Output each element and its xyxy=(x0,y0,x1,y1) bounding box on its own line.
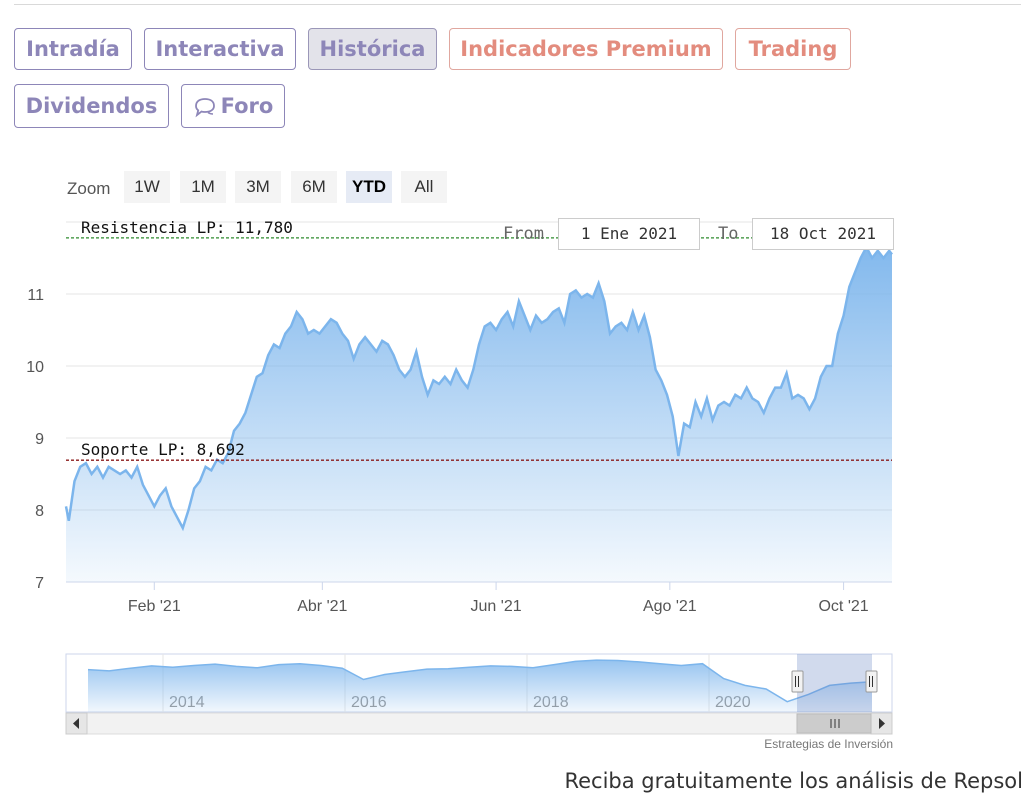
tab-label: Histórica xyxy=(319,37,426,61)
x-tick-label: Jun '21 xyxy=(471,598,522,615)
price-area xyxy=(66,247,892,582)
x-tick-label: Ago '21 xyxy=(643,598,697,615)
tab-historica[interactable]: Histórica xyxy=(308,28,437,70)
navigator-line xyxy=(87,659,873,703)
x-tick-label: Feb '21 xyxy=(128,598,181,615)
tab-label: Trading xyxy=(748,37,838,61)
scrollbar-thumb[interactable] xyxy=(796,713,872,734)
range-from-label: From xyxy=(503,224,544,244)
navigator-area xyxy=(88,660,872,712)
y-tick-label: 10 xyxy=(26,359,44,376)
tab-intradia[interactable]: Intradía xyxy=(14,28,132,70)
navigator-handle-right[interactable] xyxy=(865,670,878,693)
navigator-year-label: 2018 xyxy=(533,694,569,711)
price-line xyxy=(64,244,893,532)
top-divider xyxy=(14,4,1021,5)
y-tick-label: 7 xyxy=(35,575,44,592)
chat-bubble-icon xyxy=(194,98,215,118)
zoom-3m-button[interactable]: 3M xyxy=(235,171,281,203)
zoom-6m-button[interactable]: 6M xyxy=(291,171,337,203)
x-tick-label: Oct '21 xyxy=(818,598,868,615)
range-to-input[interactable]: 18 Oct 2021 xyxy=(752,218,894,250)
navigator-frame xyxy=(65,653,893,713)
tab-indicadores-premium[interactable]: Indicadores Premium xyxy=(449,28,723,70)
support-label: Soporte LP: 8,692 xyxy=(81,440,245,459)
tab-label: Foro xyxy=(220,94,274,118)
scroll-left-button[interactable] xyxy=(65,712,88,735)
arrow-right-icon xyxy=(879,718,885,729)
tab-label: Dividendos xyxy=(25,94,158,118)
y-tick-label: 8 xyxy=(35,503,44,520)
navigator-year-label: 2020 xyxy=(715,694,751,711)
x-tick-label: Abr '21 xyxy=(297,598,347,615)
navigator-handle-left[interactable] xyxy=(791,670,804,693)
zoom-1m-button[interactable]: 1M xyxy=(180,171,226,203)
tab-label: Indicadores Premium xyxy=(460,37,712,61)
zoom-label: Zoom xyxy=(67,179,111,198)
range-to-label: To xyxy=(718,224,739,244)
zoom-1w-button[interactable]: 1W xyxy=(124,171,170,203)
navigator-year-label: 2014 xyxy=(169,694,205,711)
navigator-year-label: 2016 xyxy=(351,694,387,711)
tab-interactiva[interactable]: Interactiva xyxy=(144,28,296,70)
range-from-input[interactable]: 1 Ene 2021 xyxy=(558,218,700,250)
tab-dividendos[interactable]: Dividendos xyxy=(14,84,169,128)
tab-foro[interactable]: Foro xyxy=(181,84,285,128)
zoom-ytd-button[interactable]: YTD xyxy=(346,171,392,203)
zoom-all-button[interactable]: All xyxy=(401,171,447,203)
resistance-label: Resistencia LP: 11,780 xyxy=(81,218,293,237)
scroll-right-button[interactable] xyxy=(870,712,893,735)
y-tick-label: 11 xyxy=(27,287,44,304)
tab-label: Intradía xyxy=(26,37,120,61)
tab-label: Interactiva xyxy=(155,37,285,61)
chart-credit: Estrategias de Inversión xyxy=(764,737,893,751)
arrow-left-icon xyxy=(73,718,79,729)
scrollbar-track[interactable] xyxy=(65,712,893,735)
tab-trading[interactable]: Trading xyxy=(735,28,851,70)
navigator-selection xyxy=(797,654,872,712)
footer-text: Reciba gratuitamente los análisis de Rep… xyxy=(564,769,1023,793)
y-tick-label: 9 xyxy=(35,431,44,448)
